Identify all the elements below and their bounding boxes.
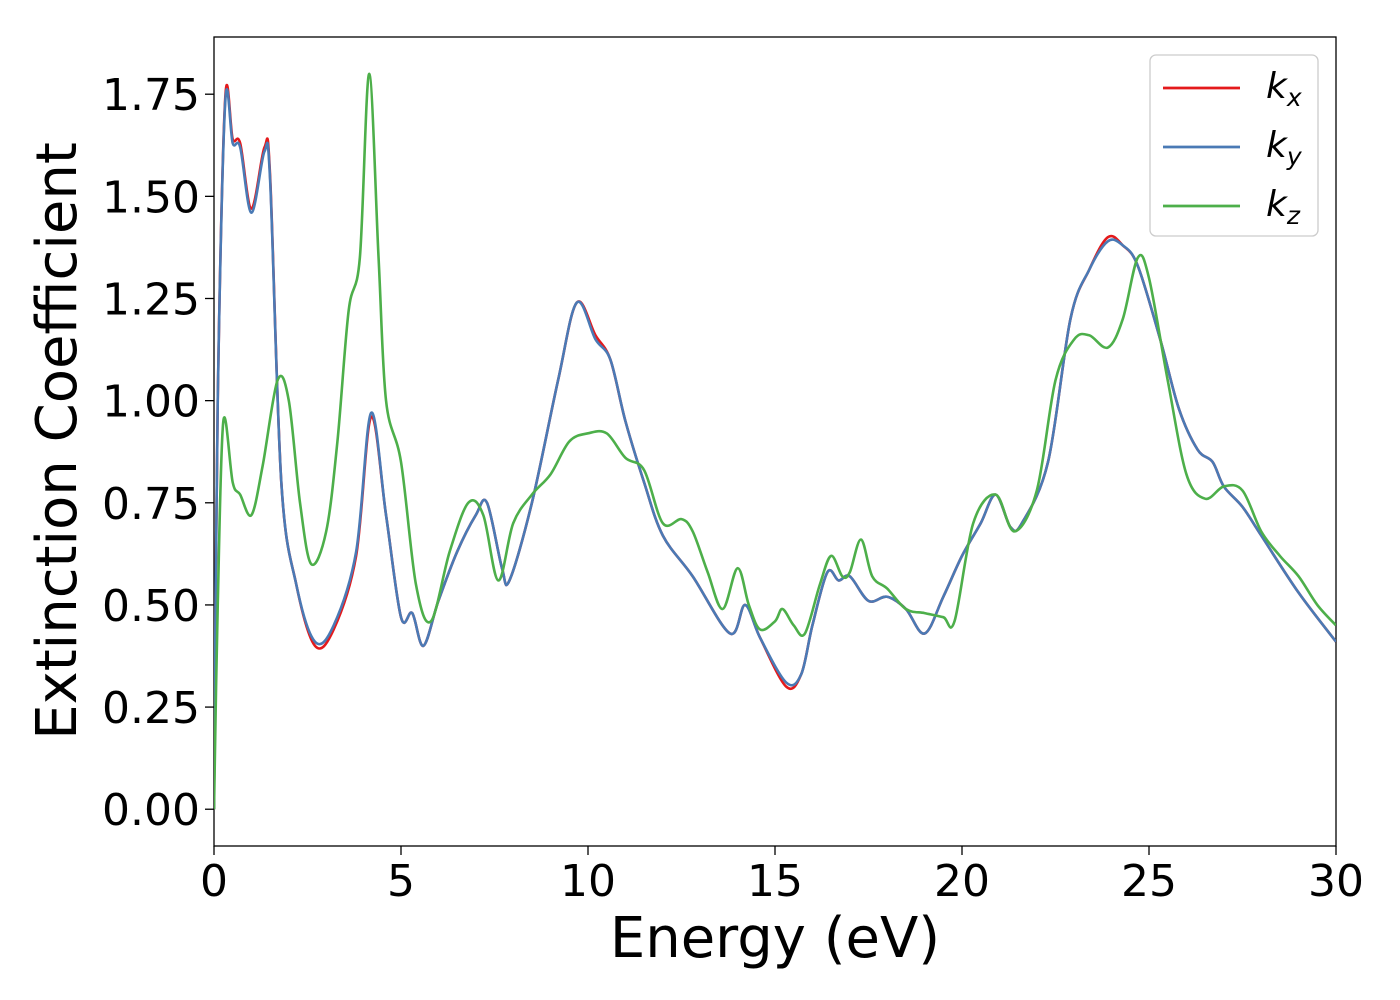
y-tick-label: 0.50 bbox=[102, 581, 200, 632]
x-tick-label: 25 bbox=[1121, 856, 1177, 907]
x-tick-label: 15 bbox=[747, 856, 803, 907]
y-tick-label: 1.75 bbox=[102, 70, 200, 121]
plot-frame bbox=[213, 36, 1337, 847]
y-tick-label: 1.00 bbox=[102, 377, 200, 428]
x-tick-label: 10 bbox=[560, 856, 616, 907]
series-line-y bbox=[214, 88, 1336, 810]
legend-frame bbox=[1149, 54, 1319, 237]
legend: kx ky kz bbox=[1149, 54, 1319, 237]
x-axis-title: Energy (eV) bbox=[610, 906, 940, 971]
series-group bbox=[214, 72, 1336, 810]
plot-area bbox=[213, 36, 1337, 847]
legend-label-z: kz bbox=[1266, 184, 1301, 230]
y-tick-label: 0.75 bbox=[102, 479, 200, 530]
y-tick-label: 1.25 bbox=[102, 274, 200, 325]
legend-label-x: kx bbox=[1266, 66, 1302, 112]
series-line-z bbox=[214, 72, 1336, 810]
legend-label-y: ky bbox=[1266, 125, 1303, 171]
y-axis: 0.00 0.25 0.50 0.75 1.00 1.25 1.50 1.75 bbox=[102, 70, 214, 836]
x-tick-label: 5 bbox=[387, 856, 415, 907]
y-tick-label: 1.50 bbox=[102, 172, 200, 223]
x-tick-label: 20 bbox=[934, 856, 990, 907]
x-tick-label: 0 bbox=[200, 856, 228, 907]
x-axis: 0 5 10 15 20 25 30 bbox=[200, 846, 1364, 907]
y-tick-label: 0.25 bbox=[102, 683, 200, 734]
y-axis-title: Extinction Coefficient bbox=[25, 142, 90, 740]
y-tick-label: 0.00 bbox=[102, 785, 200, 836]
x-tick-label: 30 bbox=[1308, 856, 1364, 907]
